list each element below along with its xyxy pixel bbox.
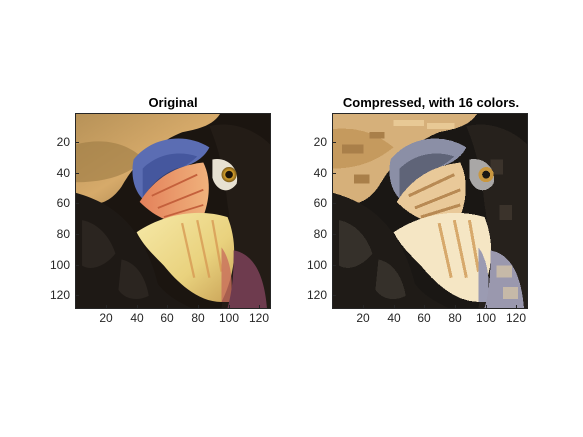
- xtick-label: 40: [387, 311, 401, 325]
- ytick-mark: [76, 173, 79, 174]
- xtick-mark: [455, 305, 456, 308]
- xtick-mark: [424, 305, 425, 308]
- ytick-mark: [76, 295, 79, 296]
- ytick-label: 40: [56, 166, 70, 180]
- xtick-label: 100: [218, 311, 240, 325]
- xtick-label: 120: [248, 311, 270, 325]
- ytick-label: 20: [313, 135, 327, 149]
- xtick-mark: [198, 305, 199, 308]
- ytick-mark: [333, 142, 336, 143]
- ytick-label: 60: [56, 196, 70, 210]
- xtick-mark: [516, 305, 517, 308]
- original-bird-image: [76, 114, 270, 308]
- xtick-mark: [137, 305, 138, 308]
- ytick-label: 80: [313, 227, 327, 241]
- xtick-label: 120: [505, 311, 527, 325]
- xtick-label: 40: [130, 311, 144, 325]
- ytick-mark: [333, 203, 336, 204]
- ytick-mark: [333, 234, 336, 235]
- xtick-label: 20: [99, 311, 113, 325]
- ytick-mark: [333, 173, 336, 174]
- xtick-label: 80: [191, 311, 205, 325]
- xtick-mark: [486, 305, 487, 308]
- compressed-bird-image: [333, 114, 527, 308]
- xtick-label: 100: [475, 311, 497, 325]
- xtick-label: 60: [417, 311, 431, 325]
- xtick-mark: [259, 305, 260, 308]
- ytick-label: 40: [313, 166, 327, 180]
- xtick-mark: [167, 305, 168, 308]
- xtick-mark: [394, 305, 395, 308]
- ytick-mark: [76, 203, 79, 204]
- xtick-label: 20: [356, 311, 370, 325]
- ytick-mark: [333, 265, 336, 266]
- compressed-image-axes: [332, 113, 528, 309]
- original-image-axes: [75, 113, 271, 309]
- xtick-mark: [229, 305, 230, 308]
- xtick-label: 80: [448, 311, 462, 325]
- ytick-label: 120: [49, 288, 70, 302]
- xtick-mark: [106, 305, 107, 308]
- xtick-mark: [363, 305, 364, 308]
- ytick-label: 20: [56, 135, 70, 149]
- ytick-label: 100: [49, 258, 70, 272]
- panel-title-compressed: Compressed, with 16 colors.: [342, 95, 520, 110]
- ytick-label: 120: [306, 288, 327, 302]
- ytick-label: 60: [313, 196, 327, 210]
- ytick-mark: [76, 142, 79, 143]
- ytick-mark: [76, 234, 79, 235]
- ytick-label: 100: [306, 258, 327, 272]
- xtick-label: 60: [160, 311, 174, 325]
- panel-title-original: Original: [148, 95, 198, 110]
- ytick-label: 80: [56, 227, 70, 241]
- ytick-mark: [76, 265, 79, 266]
- ytick-mark: [333, 295, 336, 296]
